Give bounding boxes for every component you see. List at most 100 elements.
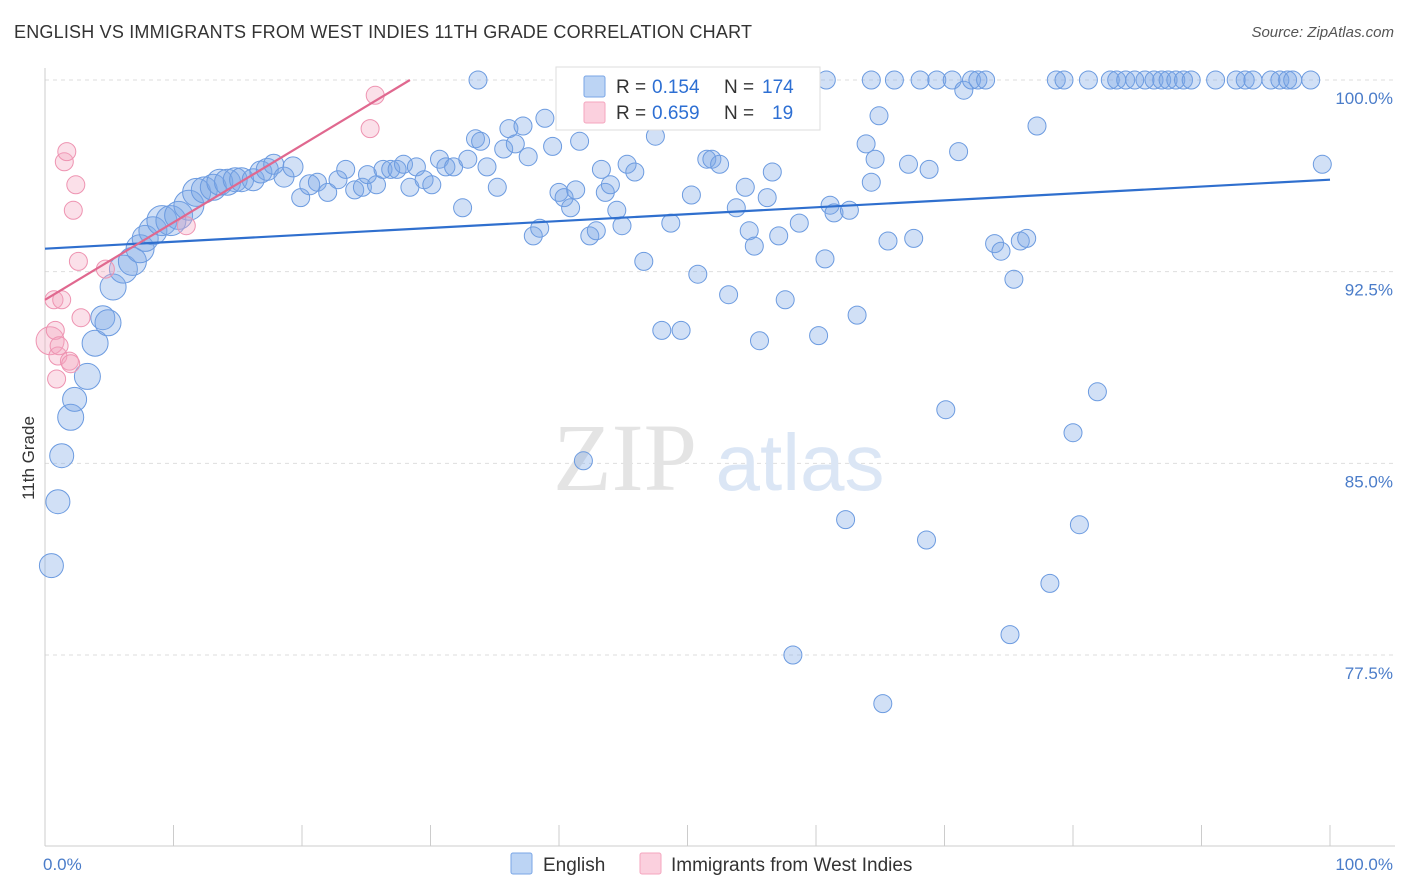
english-point-33 — [299, 174, 321, 196]
english-point-127 — [936, 400, 956, 420]
english-point-19 — [182, 177, 212, 207]
english-point-38 — [345, 180, 365, 200]
english-point-6 — [81, 329, 109, 357]
english-point-123 — [910, 70, 930, 90]
english-point-37 — [336, 159, 356, 179]
english-point-132 — [968, 70, 988, 90]
english-point-10 — [108, 254, 138, 284]
english-point-135 — [991, 241, 1011, 261]
english-point-168 — [1125, 70, 1145, 90]
stats-english-r-value: 0.154 — [652, 77, 700, 98]
english-point-121 — [899, 154, 918, 174]
x-tick-label-1: 100.0% — [1335, 855, 1393, 874]
bottom-legend: English Immigrants from West Indies — [510, 852, 912, 876]
english-point-145 — [1069, 515, 1089, 535]
english-point-79 — [607, 200, 627, 220]
y-tick-label-1: 92.5% — [1345, 281, 1393, 300]
english-point-105 — [789, 213, 809, 233]
english-point-94 — [719, 285, 739, 305]
west-indies-point-2 — [45, 320, 65, 340]
english-point-111 — [836, 510, 856, 530]
english-point-122 — [904, 228, 924, 248]
stats-west-indies-r-label: R = — [616, 103, 646, 124]
english-point-131 — [962, 70, 981, 90]
english-point-160 — [1235, 70, 1255, 90]
english-point-8 — [94, 309, 122, 337]
watermark-atlas: atlas — [716, 418, 885, 507]
english-point-63 — [518, 147, 538, 167]
legend-label-english: English — [543, 855, 605, 876]
english-point-72 — [570, 131, 590, 151]
english-point-69 — [554, 188, 574, 208]
english-point-49 — [422, 175, 442, 195]
english-point-165 — [1301, 70, 1321, 90]
english-point-78 — [600, 175, 620, 195]
english-point-97 — [739, 221, 759, 241]
english-point-125 — [919, 159, 939, 179]
english-point-35 — [318, 182, 338, 202]
west-indies-points — [35, 85, 385, 389]
stats-english-n-value: 174 — [762, 77, 794, 98]
english-point-167 — [1283, 70, 1303, 90]
english-point-99 — [750, 331, 769, 351]
english-point-136 — [1000, 625, 1020, 645]
chart-title: ENGLISH VS IMMIGRANTS FROM WEST INDIES 1… — [14, 22, 753, 42]
english-point-140 — [1027, 116, 1047, 136]
english-point-115 — [861, 172, 881, 192]
english-point-117 — [869, 106, 889, 126]
english-point-71 — [566, 180, 586, 200]
x-tick-labels: 0.0% 100.0% — [43, 855, 1393, 874]
english-point-24 — [222, 167, 248, 193]
y-tick-label-3: 77.5% — [1345, 664, 1393, 683]
stats-west-indies-r-value: 0.659 — [652, 103, 700, 124]
west-indies-point-11 — [63, 200, 83, 220]
english-points — [38, 70, 1332, 714]
english-point-68 — [549, 182, 569, 202]
english-point-119 — [878, 231, 898, 251]
english-point-56 — [471, 131, 491, 151]
english-point-64 — [523, 226, 543, 246]
trend-lines — [44, 79, 1331, 301]
y-axis-label: 11th Grade — [19, 416, 38, 500]
english-point-156 — [1174, 70, 1193, 90]
english-point-62 — [513, 116, 533, 136]
english-point-153 — [1152, 70, 1172, 90]
english-point-161 — [1243, 70, 1263, 90]
stats-west-indies-n-value: 19 — [772, 103, 793, 124]
watermark-zip: ZIP — [553, 404, 697, 511]
english-point-66 — [535, 108, 555, 128]
english-point-129 — [949, 142, 969, 162]
english-point-82 — [625, 162, 645, 182]
english-point-143 — [1054, 70, 1074, 90]
english-point-70 — [561, 198, 581, 218]
y-tick-label-2: 85.0% — [1345, 472, 1393, 491]
english-point-114 — [856, 134, 876, 154]
english-point-85 — [652, 320, 672, 340]
english-point-107 — [809, 326, 829, 346]
english-point-108 — [815, 249, 835, 269]
english-point-88 — [671, 320, 691, 340]
y-tick-labels: 100.0% 92.5% 85.0% 77.5% — [1335, 89, 1393, 683]
english-point-39 — [352, 177, 372, 197]
english-point-4 — [62, 386, 88, 412]
english-point-51 — [436, 157, 456, 177]
english-point-76 — [591, 159, 611, 179]
west-indies-point-13 — [68, 251, 88, 271]
english-point-73 — [573, 451, 593, 471]
english-point-43 — [381, 159, 401, 179]
x-tick-label-0: 0.0% — [43, 855, 82, 874]
english-point-80 — [612, 216, 632, 236]
west-indies-point-17 — [360, 119, 380, 139]
english-point-158 — [1206, 70, 1226, 90]
english-point-90 — [688, 264, 708, 284]
english-point-152 — [1144, 70, 1164, 90]
english-point-81 — [617, 154, 637, 174]
english-point-91 — [697, 149, 717, 169]
watermark: ZIP atlas — [553, 404, 884, 511]
stats-english-r-label: R = — [616, 77, 646, 98]
english-point-142 — [1046, 70, 1066, 90]
english-point-53 — [453, 198, 473, 218]
english-point-166 — [1312, 154, 1332, 174]
english-point-124 — [917, 530, 936, 550]
stats-swatch-english — [583, 75, 606, 98]
